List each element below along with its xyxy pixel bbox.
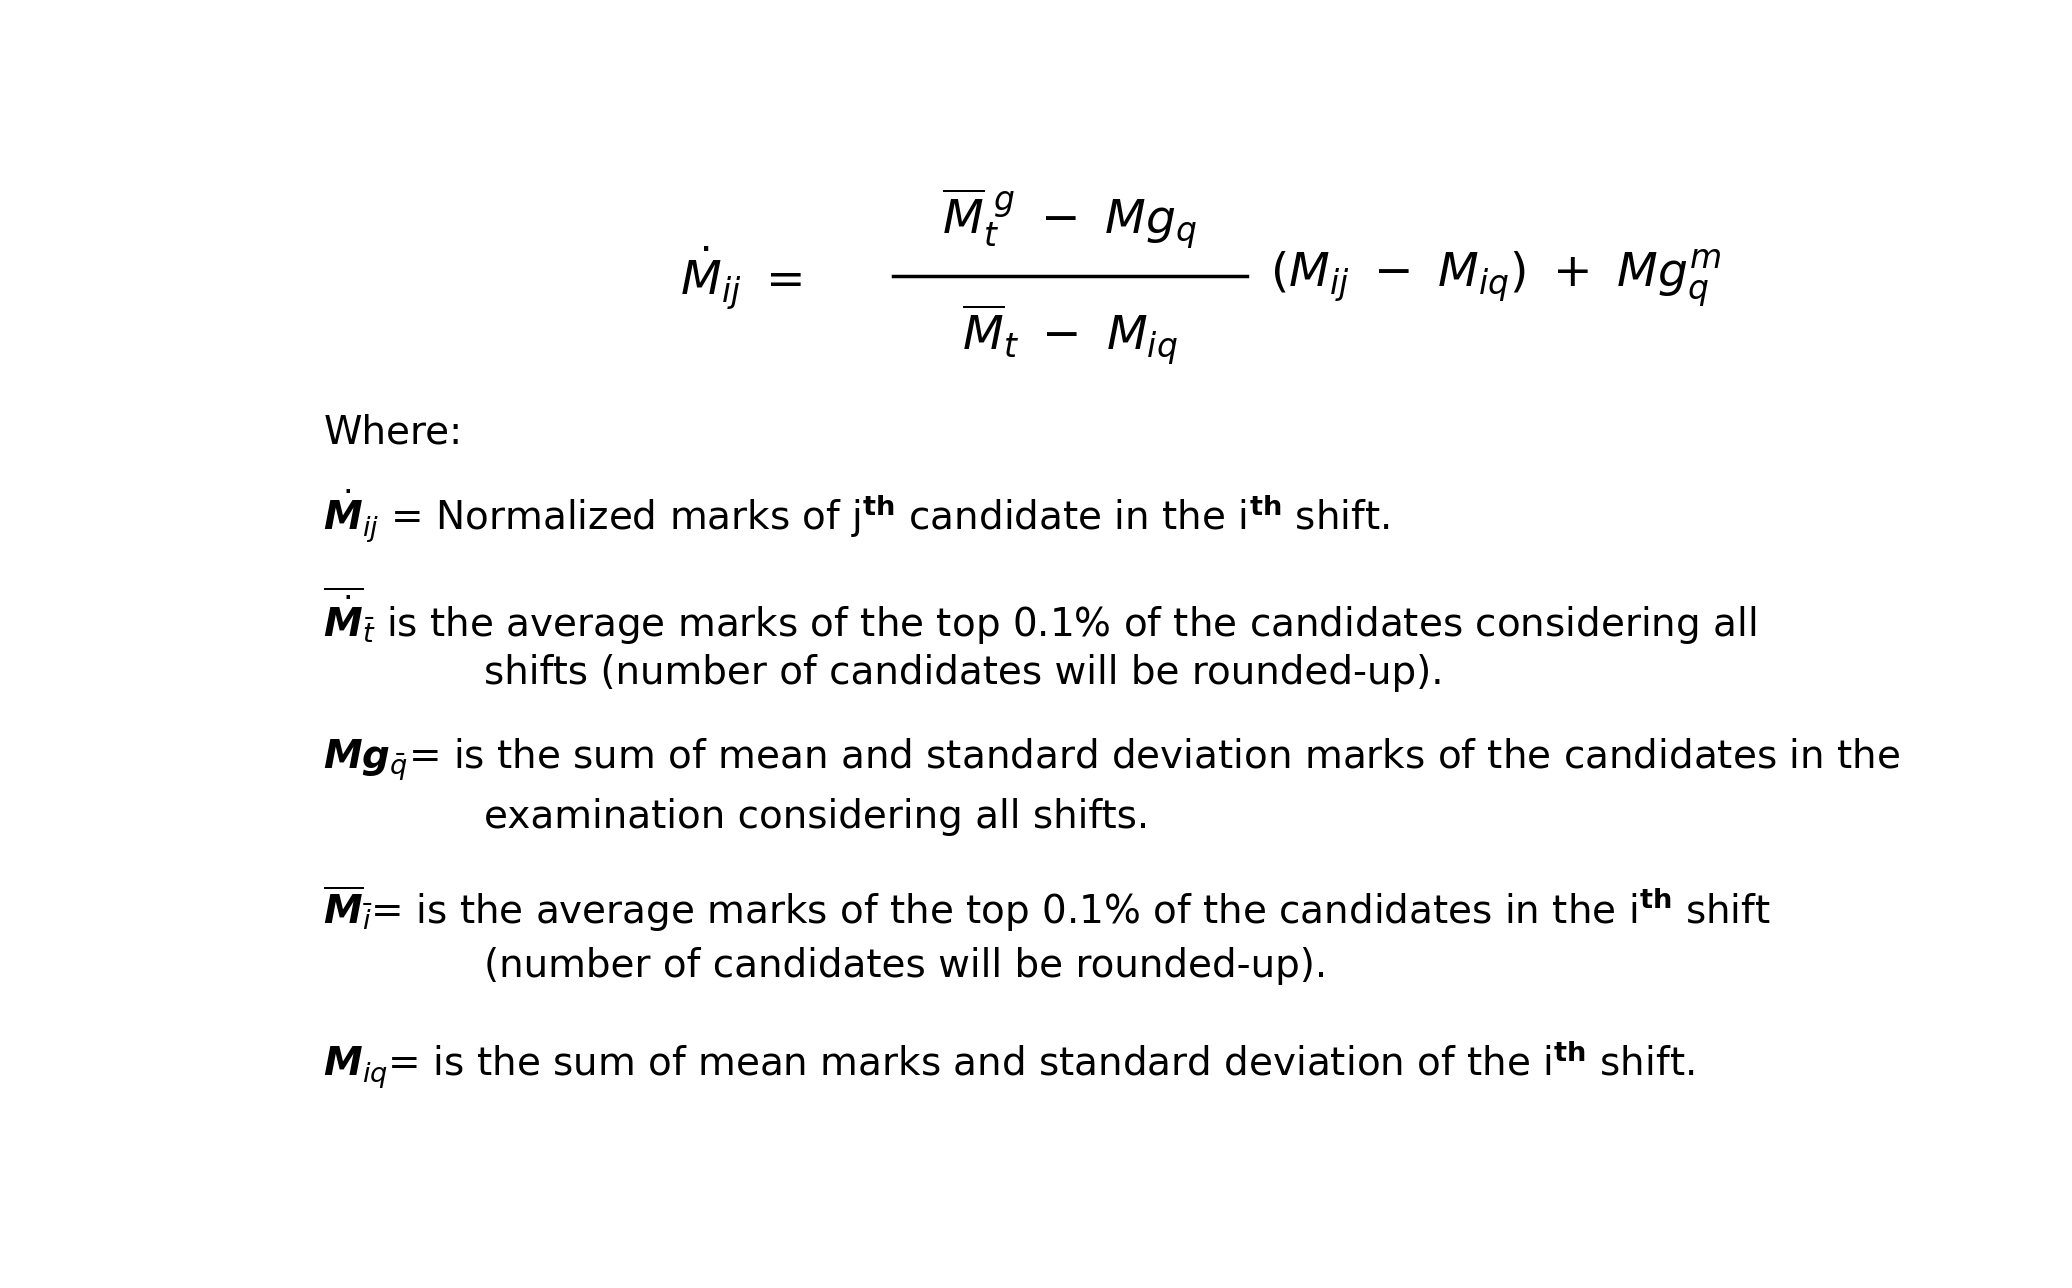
Text: $\dot{M}_{ij}\ =$: $\dot{M}_{ij}\ =$ [680,245,802,312]
Text: (number of candidates will be rounded-up).: (number of candidates will be rounded-up… [485,947,1326,985]
Text: $\overline{\boldsymbol{M}}_{\bar{i}}$= is the average marks of the top 0.1% of t: $\overline{\boldsymbol{M}}_{\bar{i}}$= i… [323,884,1772,934]
Text: $\overline{M}_{t}\ -\ M_{iq}$: $\overline{M}_{t}\ -\ M_{iq}$ [961,303,1177,367]
Text: examination considering all shifts.: examination considering all shifts. [485,799,1150,836]
Text: $\boldsymbol{M}\boldsymbol{g}_{\bar{q}}$= is the sum of mean and standard deviat: $\boldsymbol{M}\boldsymbol{g}_{\bar{q}}$… [323,737,1900,783]
Text: $\overline{M}_{t}^{\ g}\ -\ Mg_{q}$: $\overline{M}_{t}^{\ g}\ -\ Mg_{q}$ [943,187,1198,251]
Text: $\boldsymbol{M}_{iq}$= is the sum of mean marks and standard deviation of the i$: $\boldsymbol{M}_{iq}$= is the sum of mea… [323,1039,1695,1091]
Text: $\overline{\dot{\boldsymbol{M}}}_{\bar{t}}$ is the average marks of the top 0.1%: $\overline{\dot{\boldsymbol{M}}}_{\bar{t… [323,585,1757,647]
Text: $\dot{\boldsymbol{M}}_{ij}$ = Normalized marks of j$^{\mathbf{th}}$ candidate in: $\dot{\boldsymbol{M}}_{ij}$ = Normalized… [323,488,1390,545]
Text: shifts (number of candidates will be rounded-up).: shifts (number of candidates will be rou… [485,654,1444,692]
Text: $(M_{ij}\ -\ M_{iq})\ +\ Mg_{q}^{m}$: $(M_{ij}\ -\ M_{iq})\ +\ Mg_{q}^{m}$ [1270,249,1722,309]
Text: Where:: Where: [323,413,462,451]
